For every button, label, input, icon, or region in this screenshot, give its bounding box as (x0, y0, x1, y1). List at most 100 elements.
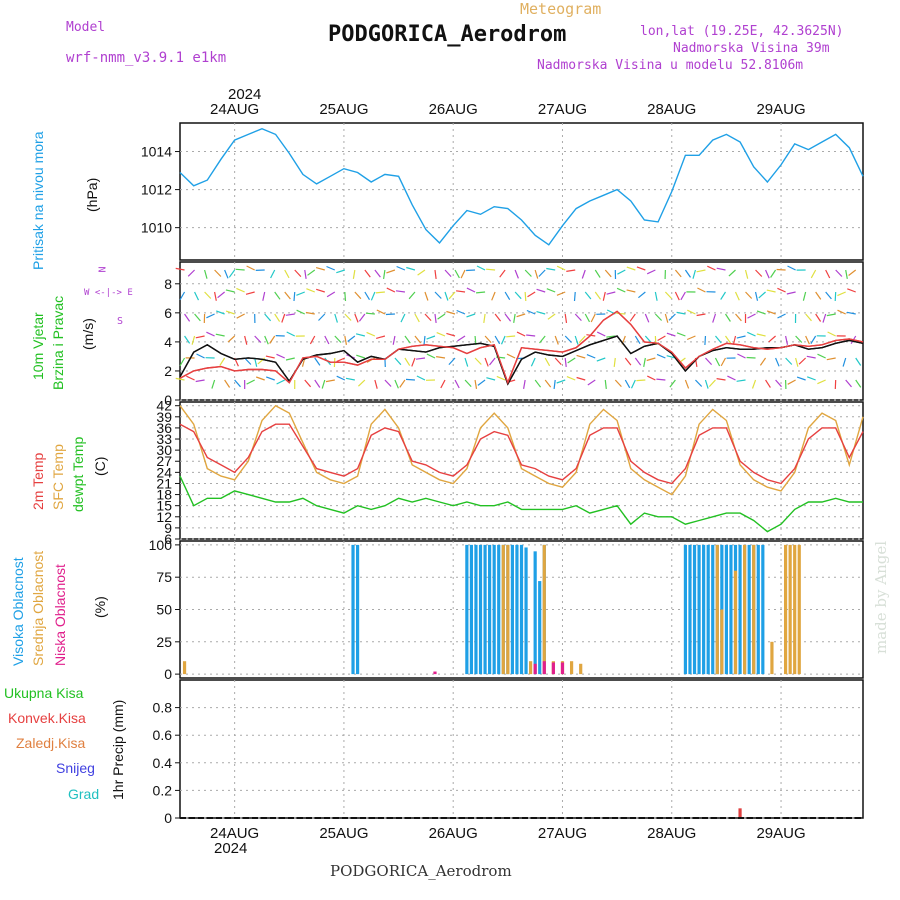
wind-arrow (374, 269, 381, 278)
wind-arrow (224, 379, 231, 388)
wind-arrow (573, 291, 576, 302)
wind-arrow (195, 379, 205, 383)
wind-arrow (434, 313, 437, 323)
wind-arrow (466, 287, 476, 293)
bar-mid_cloud (542, 544, 546, 675)
wind-arrow (411, 357, 416, 367)
sfc-temp-label: SFC Temp (50, 444, 66, 510)
wind-arrow (334, 335, 342, 343)
wind-arrow (716, 378, 726, 381)
wind-arrow (805, 313, 812, 322)
wind-arrow (564, 357, 567, 367)
wind-arrow (604, 269, 612, 278)
wind-arrow (616, 287, 626, 293)
wind-arrow (798, 357, 807, 365)
bar-high_cloud (538, 581, 542, 675)
wind-arrow (664, 313, 669, 323)
wind-arrow (194, 313, 201, 322)
wind-unit-label: (m/s) (80, 318, 96, 350)
wind-arrow (720, 291, 726, 300)
wind-arrow (514, 291, 522, 300)
wind-arrow (732, 335, 737, 345)
bar-low_cloud (433, 671, 437, 675)
wind-arrow (664, 291, 673, 299)
wind-arrow (822, 313, 827, 323)
wind-arrow (285, 357, 295, 361)
wind-arrow (806, 355, 816, 359)
y-tick-label: 15 (156, 498, 172, 514)
wind-arrow (666, 355, 676, 359)
wind-arrow (527, 291, 536, 298)
wind-arrow (316, 288, 325, 293)
wind-arrow (234, 379, 241, 388)
y-tick-label: 33 (156, 431, 172, 447)
wind-arrow (400, 313, 406, 323)
wind-arrow (434, 291, 442, 299)
bar-mid_cloud (752, 544, 756, 675)
wind-arrow (725, 335, 732, 344)
y-tick-label: 24 (156, 464, 172, 480)
wind-arrow (460, 269, 466, 279)
bar-mid_cloud (797, 544, 801, 675)
wind-arrow (712, 313, 717, 323)
wind-arrow (626, 289, 636, 293)
bar-high_cloud (533, 551, 537, 675)
wind-arrow (444, 291, 449, 301)
wind-arrow (530, 357, 536, 367)
legend-convective-rain: Konvek.Kisa (8, 710, 86, 726)
wind-arrow (544, 357, 551, 367)
wind-arrow (491, 291, 496, 301)
legend-grad: Grad (68, 786, 100, 802)
year-top: 2024 (228, 86, 262, 103)
wind-arrow (744, 269, 749, 279)
wind-arrow (674, 269, 682, 278)
wind-arrow (574, 335, 579, 345)
wind-arrow (586, 354, 596, 359)
wind-arrow (196, 353, 205, 359)
precip-unit-label: 1hr Precip (mm) (110, 699, 126, 800)
wind-arrow (318, 313, 326, 321)
legend-freezing-rain: Zaledj.Kisa (16, 735, 86, 751)
wind-arrow (587, 379, 596, 386)
wind-arrow (179, 357, 186, 367)
wind-arrow (314, 357, 321, 366)
wind-arrow (516, 313, 526, 318)
wind-arrow (775, 357, 780, 367)
wind-arrow (827, 331, 836, 337)
wind-dir-ew: W <-|-> E (84, 288, 133, 298)
wind-arrow (810, 335, 817, 345)
wind-arrow (855, 357, 862, 366)
bar-mid_cloud (501, 544, 505, 675)
x-tick-label-top: 27AUG (538, 101, 587, 118)
wind-arrow (581, 269, 586, 279)
model-elevation-label: Nadmorska Visina u modelu 52.8106m (537, 58, 804, 73)
wind-arrow (211, 379, 216, 389)
wind-arrow (477, 379, 486, 386)
wind-arrow (534, 269, 539, 279)
wind-arrow (536, 288, 546, 293)
wind-arrow (574, 313, 582, 322)
bar-high_cloud (738, 544, 742, 675)
wind-arrow (186, 375, 195, 381)
wind-arrow (544, 379, 552, 388)
wind-arrow (383, 269, 386, 279)
wind-arrow (426, 353, 436, 359)
wind-arrow (578, 335, 586, 344)
bar-high_cloud (747, 544, 751, 675)
wind-arrow (564, 313, 568, 323)
wind-arrow (634, 357, 642, 366)
wind-arrow (697, 287, 706, 293)
wind-arrow (817, 379, 826, 385)
wind-arrow (815, 291, 822, 300)
y-tick-label: 0.6 (153, 727, 173, 743)
wind-arrow (434, 269, 437, 279)
wind-arrow (324, 335, 330, 345)
wind-arrow (846, 311, 856, 315)
wind-arrow (695, 379, 703, 387)
dewpt-label: dewpt Temp (70, 436, 86, 512)
wind-arrow (500, 335, 506, 345)
bar-high_cloud (756, 544, 760, 675)
wind-arrow (336, 357, 346, 363)
bar-mid_cloud (715, 544, 719, 675)
wind-arrow (584, 291, 592, 300)
